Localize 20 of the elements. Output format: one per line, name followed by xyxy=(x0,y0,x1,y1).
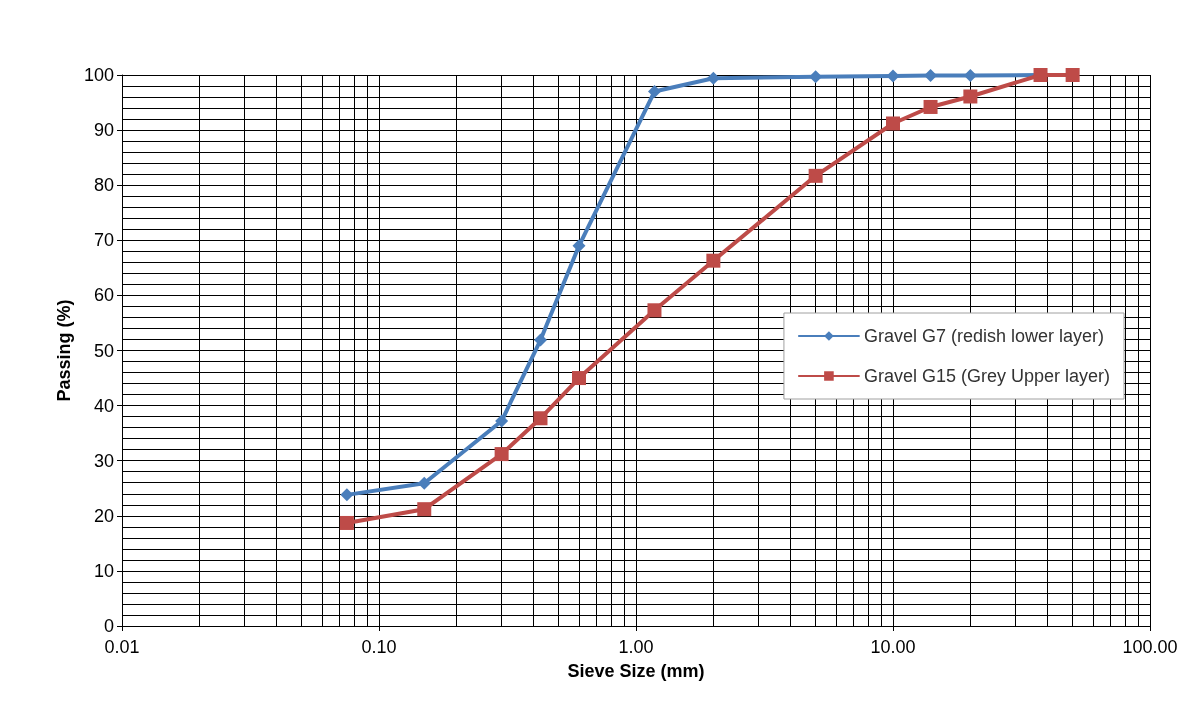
y-tick-label: 90 xyxy=(93,120,114,141)
x-tick-label: 0.10 xyxy=(361,637,397,657)
x-tick-label: 0.01 xyxy=(104,637,140,657)
y-tick-label: 60 xyxy=(93,285,114,306)
x-tick-label: 1.00 xyxy=(618,637,654,657)
y-tick-label: 40 xyxy=(93,395,114,416)
x-tick-label: 10.00 xyxy=(870,637,916,657)
y-tick-label: 70 xyxy=(93,230,114,251)
y-tick-label: 80 xyxy=(93,175,114,196)
y-tick-label: 20 xyxy=(93,505,114,526)
y-tick-label: 100 xyxy=(83,65,114,85)
y-axis-title: Passing (%) xyxy=(54,299,75,402)
legend-label: Gravel G7 (redish lower layer) xyxy=(863,326,1104,346)
y-tick-label: 0 xyxy=(103,616,114,636)
x-tick-label: 100.00 xyxy=(1122,637,1178,657)
x-axis-title: Sieve Size (mm) xyxy=(567,661,705,681)
y-tick-label: 30 xyxy=(93,450,114,471)
y-tick-label: 50 xyxy=(93,340,114,361)
legend-label: Gravel G15 (Grey Upper layer) xyxy=(863,366,1110,386)
y-tick-label: 10 xyxy=(93,560,114,581)
